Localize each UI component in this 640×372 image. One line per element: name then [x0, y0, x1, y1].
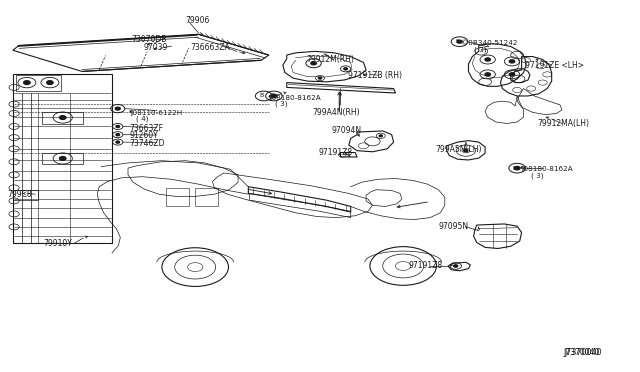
Circle shape: [514, 166, 520, 170]
Circle shape: [116, 141, 120, 143]
Text: 79912M(RH): 79912M(RH): [306, 55, 354, 64]
Text: 736663ZA: 736663ZA: [191, 43, 230, 52]
Text: 97095N: 97095N: [438, 222, 468, 231]
Text: 97191Z8: 97191Z8: [319, 148, 353, 157]
Circle shape: [485, 73, 490, 76]
Circle shape: [271, 94, 277, 98]
Text: 79910Y: 79910Y: [44, 239, 72, 248]
Text: ¶08180-8162A: ¶08180-8162A: [520, 165, 573, 171]
Circle shape: [319, 77, 321, 79]
Text: 73746ZD: 73746ZD: [129, 139, 164, 148]
Text: 73663ZF: 73663ZF: [129, 124, 163, 133]
Text: B: B: [259, 93, 263, 99]
Text: S: S: [455, 39, 459, 44]
Circle shape: [24, 81, 30, 84]
Circle shape: [509, 60, 515, 63]
Circle shape: [485, 58, 490, 61]
Text: 799C8: 799C8: [8, 190, 32, 199]
Circle shape: [116, 125, 120, 128]
Text: J7370040: J7370040: [564, 348, 602, 357]
Text: J7370040: J7370040: [563, 348, 600, 357]
Circle shape: [454, 265, 458, 267]
Text: 79912MA(LH): 79912MA(LH): [538, 119, 589, 128]
Text: ( 3): ( 3): [531, 172, 544, 179]
Text: ( 4): ( 4): [136, 115, 148, 122]
Text: ©0B340-51242: ©0B340-51242: [461, 40, 517, 46]
Text: 799A5N(LH): 799A5N(LH): [435, 145, 482, 154]
Circle shape: [509, 73, 515, 76]
Circle shape: [60, 157, 66, 160]
Text: B: B: [513, 166, 516, 171]
Circle shape: [344, 68, 348, 70]
Text: 97039: 97039: [144, 43, 168, 52]
Text: ( 3): ( 3): [474, 47, 486, 54]
Text: 97094N: 97094N: [332, 126, 362, 135]
Circle shape: [115, 107, 120, 110]
Text: 79906: 79906: [186, 16, 210, 25]
Text: 97191Z8: 97191Z8: [408, 262, 442, 270]
Circle shape: [116, 134, 120, 136]
Text: ¶08110-6122H: ¶08110-6122H: [128, 109, 182, 115]
Circle shape: [311, 62, 316, 65]
Circle shape: [60, 116, 66, 119]
Circle shape: [464, 150, 468, 152]
Text: 73070DB: 73070DB: [131, 35, 166, 44]
Text: ( 3): ( 3): [275, 101, 288, 108]
Circle shape: [380, 135, 382, 137]
Circle shape: [457, 40, 462, 43]
Text: 799A4N(RH): 799A4N(RH): [312, 108, 360, 117]
Text: 97191ZE <LH>: 97191ZE <LH>: [525, 61, 584, 70]
Text: B: B: [269, 93, 273, 99]
Text: ¶08180-8162A: ¶08180-8162A: [268, 94, 321, 100]
Text: 91260Y: 91260Y: [129, 131, 158, 140]
Circle shape: [47, 81, 53, 84]
Text: 97191ZB (RH): 97191ZB (RH): [348, 71, 401, 80]
